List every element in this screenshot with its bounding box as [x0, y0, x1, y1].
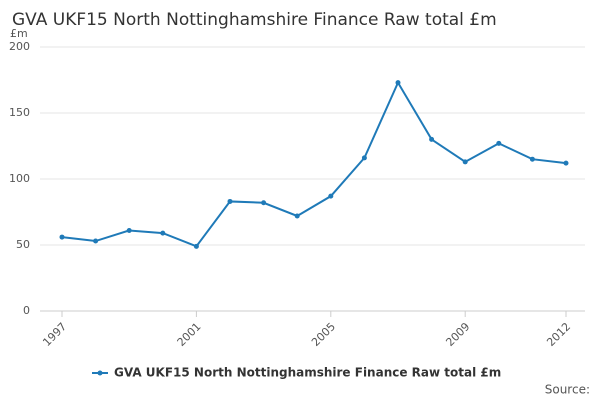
line: [61, 80, 567, 248]
source: Source:: [545, 383, 590, 397]
x-tick-label: 2009: [443, 320, 472, 349]
y-tick-label: 100: [9, 172, 30, 185]
point: [294, 213, 300, 219]
point: [126, 227, 132, 233]
legend-swatch-dot: [97, 370, 103, 376]
x-tick-label: 2001: [175, 320, 204, 349]
point: [395, 80, 401, 86]
y-tick-label: 150: [9, 106, 30, 119]
point: [59, 234, 65, 240]
point: [529, 156, 535, 162]
point: [496, 140, 502, 146]
point: [563, 160, 569, 166]
point: [160, 230, 166, 236]
x-tick-label: 2012: [544, 320, 573, 349]
y-tick-label: 50: [16, 238, 30, 251]
point: [227, 198, 233, 204]
point: [93, 238, 99, 244]
point: [193, 243, 199, 249]
point: [429, 136, 435, 142]
legend-label: GVA UKF15 North Nottinghamshire Finance …: [114, 366, 501, 380]
point: [462, 159, 468, 165]
y-unit: £m: [10, 27, 28, 40]
point: [361, 155, 367, 161]
x-tick-label: 1997: [40, 320, 69, 349]
y-tick-label: 200: [9, 40, 30, 53]
chart-title: GVA UKF15 North Nottinghamshire Finance …: [12, 10, 497, 30]
y-tick-label: 0: [23, 304, 30, 317]
x-tick-label: 2005: [309, 320, 338, 349]
point: [261, 200, 267, 206]
point: [328, 193, 334, 199]
